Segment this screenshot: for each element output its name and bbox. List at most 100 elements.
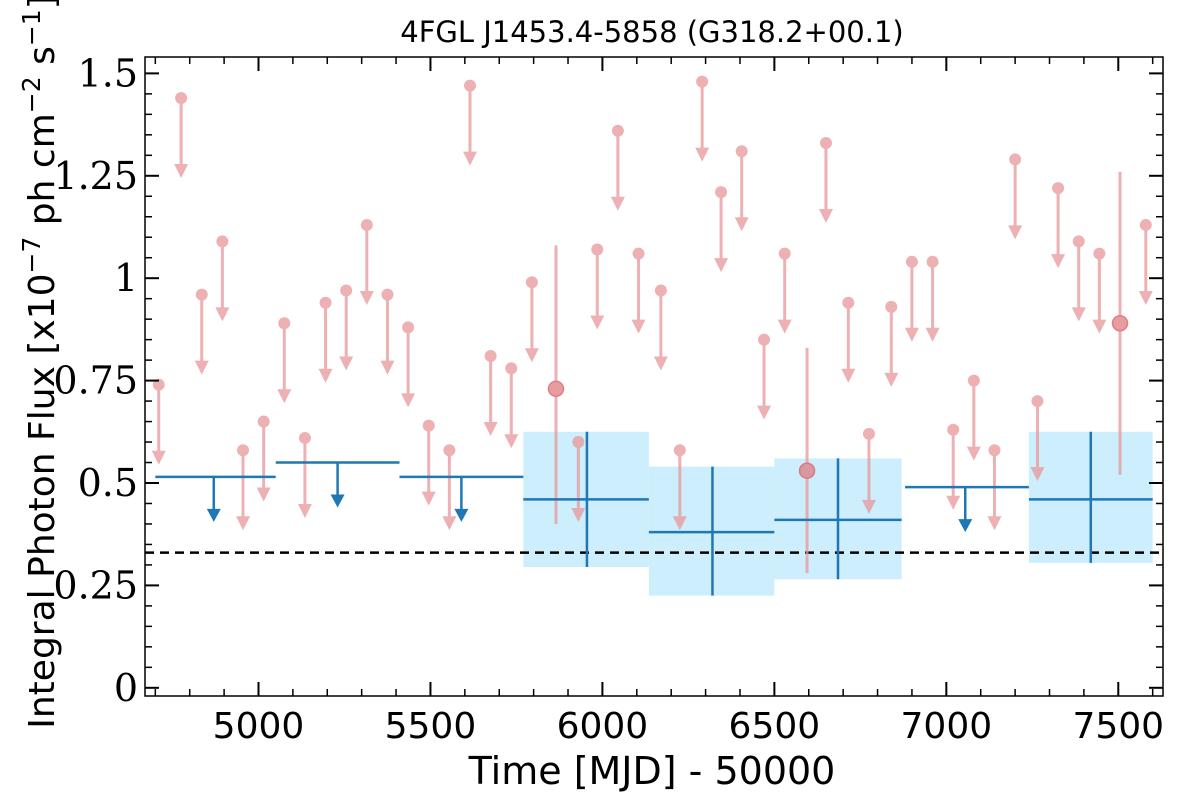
upper-limit-arrow <box>194 360 209 375</box>
upper-limit-marker <box>758 333 771 346</box>
y-axis-label-end: ] <box>22 0 63 9</box>
upper-limit-marker <box>1009 153 1022 166</box>
upper-limit-arrow <box>946 495 961 510</box>
upper-limit-arrow <box>818 209 833 224</box>
upper-limit-marker <box>298 431 311 444</box>
upper-limit-marker <box>632 247 645 260</box>
coarse-upper-limit <box>399 475 524 522</box>
y-tick-label: 0 <box>114 666 138 710</box>
upper-limit-marker <box>175 91 188 104</box>
upper-limit-marker <box>484 350 497 363</box>
coarse-detection <box>774 458 902 580</box>
upper-limit-marker <box>842 296 855 309</box>
upper-limit-arrow <box>925 327 940 342</box>
upper-limit-arrow <box>236 516 251 531</box>
upper-limit-arrow <box>401 393 416 408</box>
y-tick-label: 0.5 <box>78 461 138 505</box>
x-tick-label: 7000 <box>901 706 993 747</box>
y-axis-label-exp1: −7 <box>17 237 46 274</box>
upper-limit-arrow <box>734 217 749 232</box>
upper-limit-marker <box>1093 247 1106 260</box>
upper-limit-arrow <box>777 319 792 334</box>
y-tick-label: 0.75 <box>53 359 138 403</box>
upper-limit-arrow <box>359 290 374 305</box>
upper-limit-arrow <box>1051 254 1066 269</box>
upper-limit-arrow <box>672 516 687 531</box>
upper-limit-arrow <box>987 516 1002 531</box>
fine-upper-limit <box>215 235 230 322</box>
fine-upper-limit <box>672 444 687 531</box>
y-axis-label-exp2: −2 <box>17 76 46 113</box>
y-axis-label-base: Integral Photon Flux [x10 <box>22 274 63 729</box>
fine-upper-limit <box>359 218 374 305</box>
upper-limit-arrow <box>463 151 478 166</box>
x-tick-label: 5500 <box>385 706 477 747</box>
upper-limit-marker <box>1072 235 1085 248</box>
upper-limit-marker <box>905 255 918 268</box>
upper-limit-arrow <box>339 356 354 371</box>
fine-upper-limit <box>463 79 478 166</box>
fine-upper-limit <box>1071 235 1086 322</box>
fine-upper-limit <box>590 243 605 330</box>
fine-detection <box>1111 171 1129 475</box>
upper-limit-arrow <box>590 315 605 330</box>
upper-limit-arrow <box>1092 319 1107 334</box>
upper-limit-marker <box>152 378 165 391</box>
x-axis-label: Time [MJD] - 50000 <box>468 749 836 793</box>
coarse-ul-arrow <box>454 508 469 522</box>
detection-marker <box>1111 315 1129 332</box>
y-tick-label: 1.25 <box>53 154 138 198</box>
fine-upper-limit <box>695 75 710 162</box>
coarse-ul-arrow <box>958 519 973 533</box>
upper-limit-marker <box>572 436 585 449</box>
fine-upper-limit <box>946 423 961 510</box>
fine-detection <box>798 347 816 574</box>
upper-limit-arrow <box>966 446 981 461</box>
y-axis-label-exp3: −1 <box>17 9 46 46</box>
fine-upper-limit <box>925 255 940 342</box>
fine-upper-limit <box>631 247 646 334</box>
fine-upper-limit <box>504 362 519 449</box>
upper-limit-arrow <box>695 147 710 162</box>
upper-limit-marker <box>778 247 791 260</box>
detection-marker <box>798 462 816 479</box>
upper-limit-arrow <box>297 503 312 518</box>
x-tick-label: 7500 <box>1072 706 1164 747</box>
detection-marker <box>547 380 565 398</box>
x-tick-label: 5000 <box>213 706 305 747</box>
fine-upper-limit <box>339 284 354 371</box>
upper-limit-marker <box>819 137 832 150</box>
upper-limit-arrow <box>318 368 333 383</box>
fine-upper-limit <box>734 145 749 232</box>
fine-upper-limit <box>1138 218 1153 305</box>
fine-upper-limit <box>256 415 271 502</box>
upper-limit-marker <box>257 415 270 428</box>
fine-upper-limit <box>861 427 876 514</box>
upper-limit-arrow <box>1071 307 1086 322</box>
upper-limit-arrow <box>380 360 395 375</box>
y-axis-label-mid2: s <box>22 46 63 76</box>
fine-bin-series <box>151 75 1153 574</box>
upper-limit-marker <box>216 235 229 248</box>
plot-axes <box>144 56 1164 697</box>
fine-upper-limit <box>483 350 498 437</box>
upper-limit-marker <box>402 321 415 334</box>
fine-upper-limit <box>236 444 251 531</box>
upper-limit-arrow <box>174 163 189 178</box>
upper-limit-arrow <box>714 258 729 273</box>
y-tick-label: 0.25 <box>53 563 138 607</box>
y-axis-ticks: 0 0.25 0.5 0.75 1 1.25 1.5 <box>53 51 1163 710</box>
upper-limit-arrow <box>1138 290 1153 305</box>
fine-upper-limit <box>380 288 395 375</box>
upper-limit-marker <box>195 288 208 301</box>
upper-limit-marker <box>654 284 667 297</box>
coarse-ul-arrow <box>206 508 221 522</box>
upper-limit-marker <box>862 427 875 440</box>
upper-limit-arrow <box>256 487 271 502</box>
y-axis-label: Integral Photon Flux [x10−7 ph cm−2 s−1] <box>17 0 64 729</box>
y-axis-label-mid: ph cm <box>22 113 63 236</box>
upper-limit-marker <box>464 79 477 92</box>
fine-upper-limit <box>777 247 792 334</box>
fine-upper-limit <box>818 137 833 224</box>
upper-limit-marker <box>673 444 686 457</box>
